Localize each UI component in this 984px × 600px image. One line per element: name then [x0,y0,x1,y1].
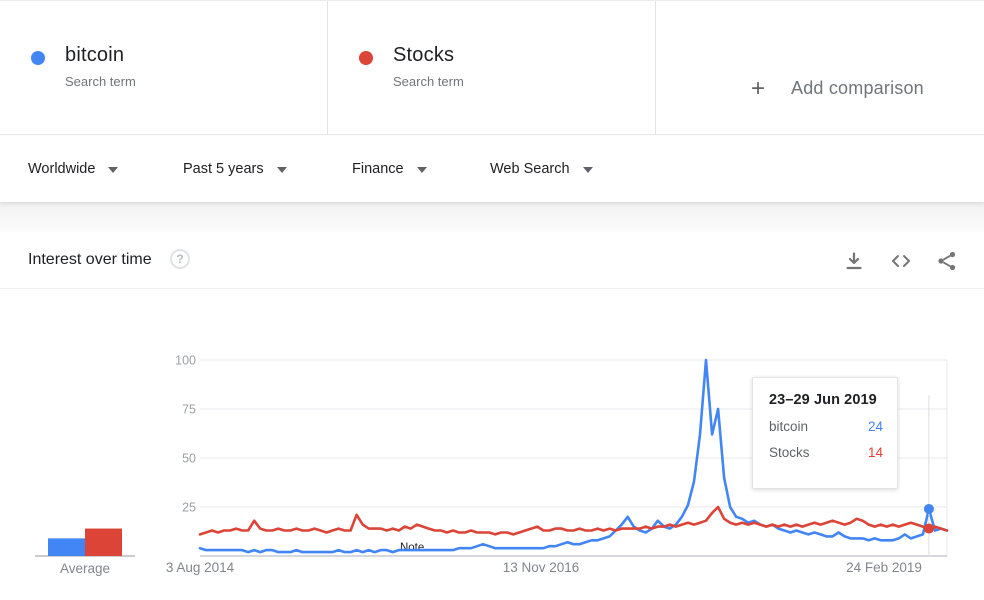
tooltip-row-bitcoin: bitcoin 24 [769,419,883,434]
filter-geo-label: Worldwide [28,160,96,177]
filter-geo[interactable]: Worldwide [28,135,119,202]
x-axis-date-label: 13 Nov 2016 [503,560,580,575]
filter-search-type[interactable]: Web Search [490,135,593,202]
term-card-bitcoin[interactable]: bitcoin Search term [0,1,328,134]
tooltip-series-name: Stocks [769,445,810,460]
help-icon[interactable]: ? [170,249,190,269]
stocks-series-dot-icon [359,51,373,65]
term-name: bitcoin [65,44,125,66]
x-axis-date-label: 3 Aug 2014 [166,560,235,575]
chevron-down-icon [276,166,287,173]
add-comparison-card[interactable]: + Add comparison [656,1,984,134]
average-bar-Stocks [85,528,122,556]
y-tick-label: 50 [182,452,196,466]
filter-time-range[interactable]: Past 5 years [183,135,287,202]
tooltip-row-stocks: Stocks 14 [769,445,883,460]
tooltip-series-name: bitcoin [769,419,809,434]
filter-category[interactable]: Finance [352,135,427,202]
filter-bar: Worldwide Past 5 years Finance Web Searc… [0,135,984,203]
tooltip-series-value: 14 [867,445,883,460]
chart-title: Interest over time [28,251,152,268]
hover-dot-Stocks [923,523,934,534]
chevron-down-icon [582,166,593,173]
trend-line-bitcoin [198,358,949,554]
interest-over-time-card: Interest over time ? 25 50 75 100 3 Aug 2014… [0,232,984,600]
share-icon[interactable] [936,250,958,272]
chart-tooltip: 23–29 Jun 2019 bitcoin 24 Stocks 14 [752,377,898,489]
x-axis-date-label: 24 Feb 2019 [846,560,922,575]
filter-category-label: Finance [352,160,404,177]
average-bar-bitcoin [48,538,85,556]
add-comparison-label: Add comparison [791,78,924,98]
chevron-down-icon [108,166,119,173]
y-tick-label: 100 [175,354,196,368]
term-type-label: Search term [65,74,136,89]
header-separator [0,288,984,289]
y-tick-label: 25 [182,501,196,515]
note-annotation: Note [400,542,424,554]
bitcoin-series-dot-icon [31,51,45,65]
chevron-down-icon [416,166,427,173]
comparison-terms-row: bitcoin Search term Stocks Search term +… [0,0,984,135]
tooltip-series-value: 24 [867,419,883,434]
tooltip-date: 23–29 Jun 2019 [769,392,877,408]
filter-time-label: Past 5 years [183,160,264,177]
term-type-label: Search term [393,74,464,89]
average-label: Average [60,561,110,576]
filter-search-type-label: Web Search [490,160,570,177]
hover-dot-bitcoin [923,503,934,514]
y-tick-label: 75 [182,403,196,417]
plus-icon: + [751,74,766,102]
embed-code-icon[interactable] [890,250,912,272]
trend-line-Stocks [198,505,949,536]
download-icon[interactable] [843,250,865,272]
term-card-stocks[interactable]: Stocks Search term [328,1,656,134]
section-gap [0,203,984,232]
term-name: Stocks [393,44,455,66]
